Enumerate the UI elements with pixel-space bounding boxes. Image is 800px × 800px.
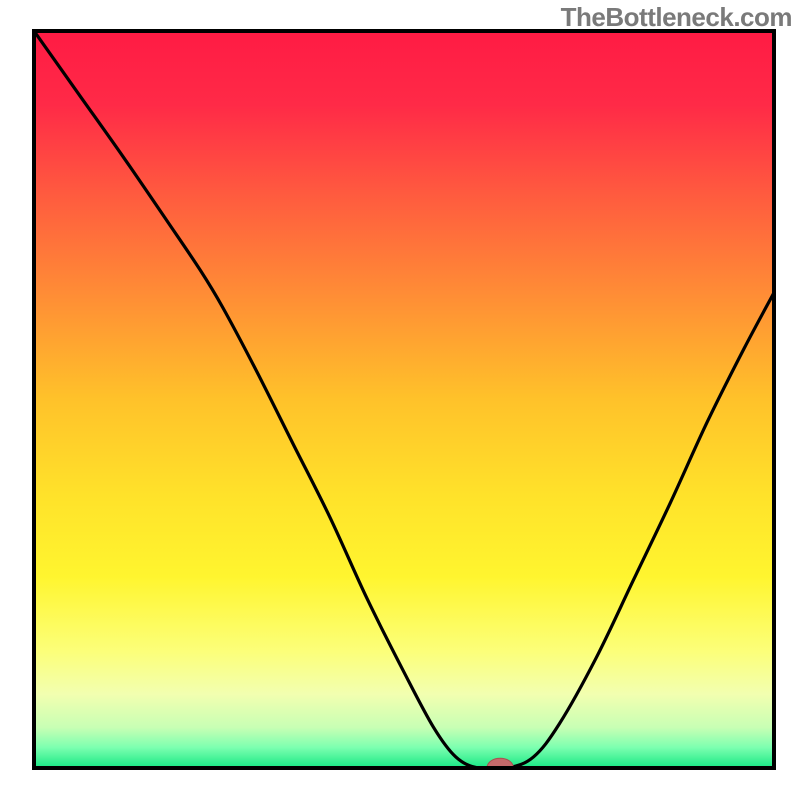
gradient-background (34, 31, 774, 768)
bottleneck-chart (0, 0, 800, 800)
chart-container: TheBottleneck.com (0, 0, 800, 800)
watermark-text: TheBottleneck.com (561, 2, 792, 33)
